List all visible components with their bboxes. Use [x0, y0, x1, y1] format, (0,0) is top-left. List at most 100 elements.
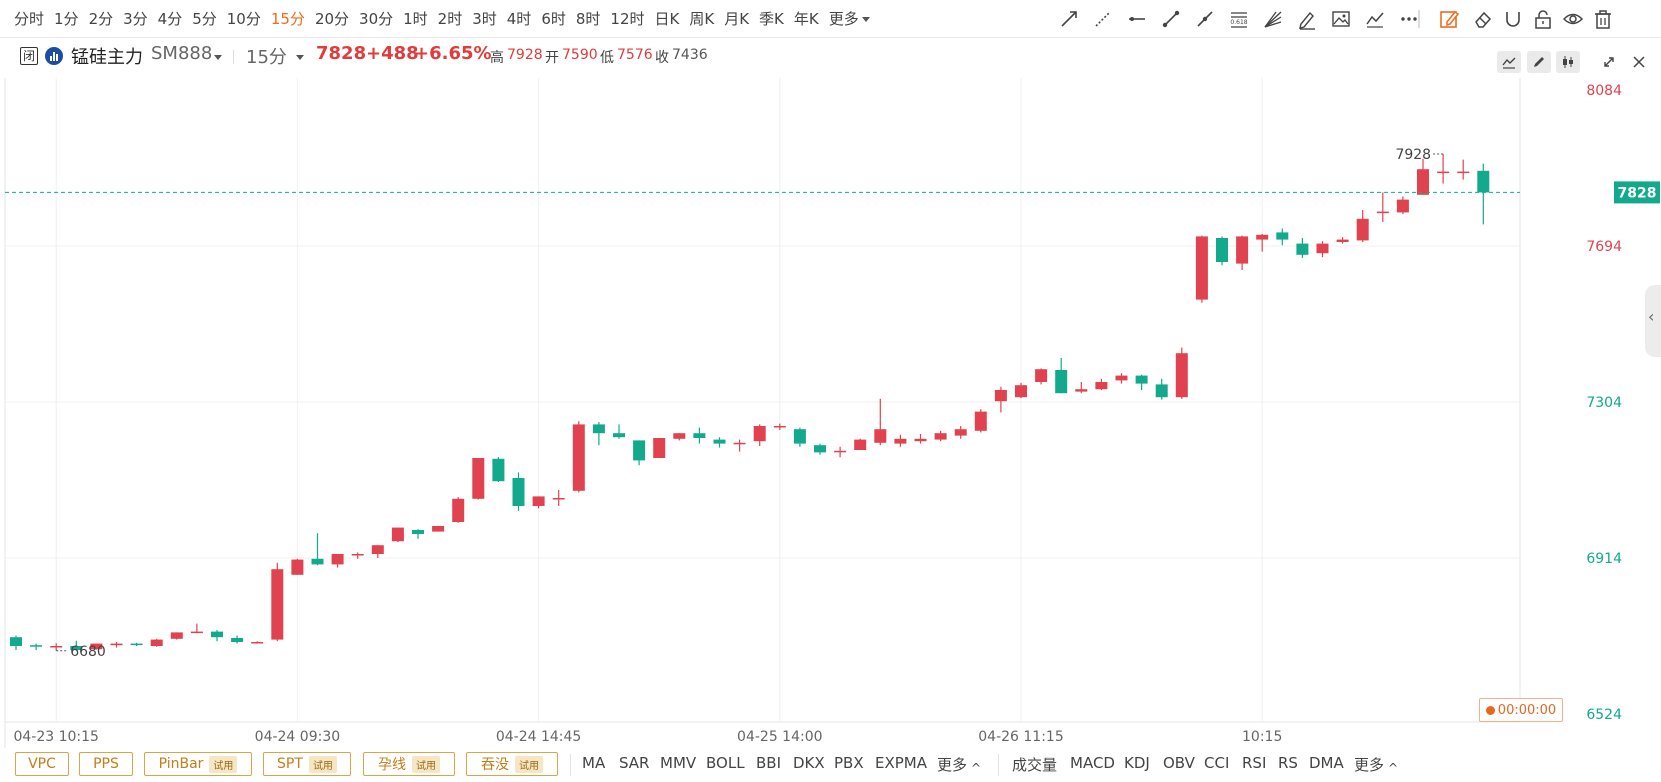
candle-style-button[interactable] [1556, 51, 1580, 73]
period-option[interactable]: 2时 [437, 10, 463, 28]
eraser-icon[interactable] [1470, 6, 1496, 32]
candle-body [170, 632, 183, 639]
candle-body [874, 429, 887, 443]
candle-body [371, 545, 384, 554]
period-display[interactable]: 15分 [246, 47, 287, 68]
candle-body [1135, 375, 1148, 384]
indicator-line-icon[interactable] [1362, 6, 1388, 32]
candle-body [271, 569, 284, 640]
magnet-icon[interactable] [1500, 6, 1526, 32]
main-indicator-option[interactable]: BBI [756, 754, 782, 772]
period-option[interactable]: 3分 [123, 10, 148, 28]
period-option[interactable]: 20分 [314, 10, 350, 28]
period-option[interactable]: 月K [724, 10, 750, 28]
period-option[interactable]: 年K [793, 10, 819, 28]
main-indicator-option[interactable]: SAR [619, 754, 650, 772]
sub-indicator-option[interactable]: RSI [1242, 754, 1267, 772]
period-option[interactable]: 6时 [541, 10, 566, 28]
signal-indicator-button[interactable]: PPS [79, 752, 133, 776]
sub-indicator-option[interactable]: KDJ [1124, 754, 1150, 772]
period-option[interactable]: 1时 [403, 10, 428, 28]
period-option[interactable]: 15分 [270, 10, 305, 28]
period-dropdown-icon[interactable] [296, 55, 304, 60]
period-more-button[interactable]: 更多 [829, 8, 870, 29]
x-tick-label: 04-26 11:15 [978, 729, 1063, 745]
candle-body [894, 438, 907, 444]
period-option[interactable]: 分时 [14, 10, 45, 28]
candle-body [914, 438, 927, 442]
candle-body [150, 639, 163, 646]
x-tick-label: 04-25 14:00 [737, 729, 822, 745]
candle-body [1316, 243, 1329, 254]
period-option[interactable]: 季K [759, 10, 784, 28]
period-option[interactable]: 5分 [192, 10, 217, 28]
candle-body [1195, 236, 1208, 300]
chart-type-button[interactable] [1497, 51, 1521, 73]
signal-indicator-button[interactable]: SPT 试用 [263, 752, 351, 776]
signal-indicator-button[interactable]: 孕线 试用 [363, 752, 455, 776]
last-price-tag-text: 7828 [1618, 185, 1657, 201]
signal-indicator-button[interactable]: 吞没 试用 [466, 752, 558, 776]
period-option[interactable]: 日K [654, 10, 680, 28]
main-indicator-option[interactable]: MMV [660, 754, 697, 772]
candle-body [733, 442, 746, 445]
period-option[interactable]: 30分 [359, 10, 394, 28]
fan-icon[interactable] [1260, 6, 1286, 32]
main-indicator-option[interactable]: BOLL [706, 754, 745, 772]
signal-indicator-button[interactable]: PinBar 试用 [144, 752, 252, 776]
close-button[interactable] [1628, 51, 1650, 73]
sub-indicator-option[interactable]: 成交量 [1012, 756, 1058, 774]
sub-indicator-option[interactable]: CCI [1204, 754, 1230, 772]
sub-indicator-option[interactable]: OBV [1163, 754, 1195, 772]
dashed-line-icon[interactable] [1090, 6, 1116, 32]
more-tools-icon[interactable] [1396, 6, 1422, 32]
signal-indicator-button[interactable]: VPC [15, 752, 69, 776]
period-option[interactable]: 2分 [88, 10, 114, 28]
fibonacci-icon[interactable]: 0.618 [1226, 6, 1252, 32]
segment-line-icon[interactable] [1158, 6, 1184, 32]
lock-icon[interactable] [1530, 6, 1556, 32]
candle-body [954, 429, 967, 436]
period-option[interactable]: 1分 [54, 10, 79, 28]
period-option[interactable]: 3时 [472, 10, 497, 28]
main-indicator-option[interactable]: EXPMA [875, 754, 928, 772]
draw-mode-icon[interactable] [1436, 6, 1462, 32]
main-indicator-option[interactable]: PBX [834, 754, 864, 772]
trash-icon[interactable] [1590, 6, 1616, 32]
main-indicator-option[interactable]: DKX [793, 754, 825, 772]
sub-indicator-option[interactable]: MACD [1070, 754, 1115, 772]
edit-button[interactable] [1527, 51, 1551, 73]
period-option[interactable]: 4分 [157, 10, 183, 28]
y-tick-label: 8084 [1586, 83, 1622, 99]
symbol-name[interactable]: 锰硅主力 [71, 47, 143, 68]
trend-line-icon[interactable] [1192, 6, 1218, 32]
candle-body [331, 554, 344, 565]
clock-icon [1485, 705, 1495, 715]
period-option[interactable]: 8时 [575, 10, 601, 28]
main-indicator-more[interactable]: 更多 [937, 754, 981, 775]
image-icon[interactable] [1328, 6, 1354, 32]
symbol-code[interactable]: SM888 [151, 43, 213, 64]
sub-indicator-option[interactable]: RS [1278, 754, 1298, 772]
sub-indicator-option[interactable]: DMA [1309, 754, 1344, 772]
side-panel-toggle[interactable]: ‹ [1645, 285, 1661, 357]
period-option[interactable]: 12时 [610, 10, 645, 28]
candle-body [1055, 370, 1068, 394]
horizontal-line-icon[interactable] [1124, 6, 1150, 32]
period-option[interactable]: 4时 [506, 10, 532, 28]
sub-indicator-more[interactable]: 更多 [1354, 754, 1398, 775]
indicator-bar: VPC PPS PinBar 试用 SPT 试用 孕线 试用 吞没 试用 MA SAR MMV BOLL B… [0, 748, 1661, 782]
period-option[interactable]: 10分 [226, 10, 261, 28]
candle-body [1075, 389, 1088, 392]
period-option[interactable]: 周K [689, 10, 715, 28]
expand-icon [1604, 57, 1614, 67]
symbol-dropdown-icon[interactable] [214, 55, 222, 60]
brush-icon[interactable] [1294, 6, 1320, 32]
fullscreen-button[interactable] [1598, 51, 1620, 73]
ray-line-icon[interactable] [1056, 6, 1082, 32]
main-indicator-option[interactable]: MA [582, 754, 606, 772]
visibility-eye-icon[interactable] [1560, 6, 1586, 32]
chevron-left-icon: ‹ [1648, 307, 1655, 326]
candle-body [1015, 385, 1027, 398]
